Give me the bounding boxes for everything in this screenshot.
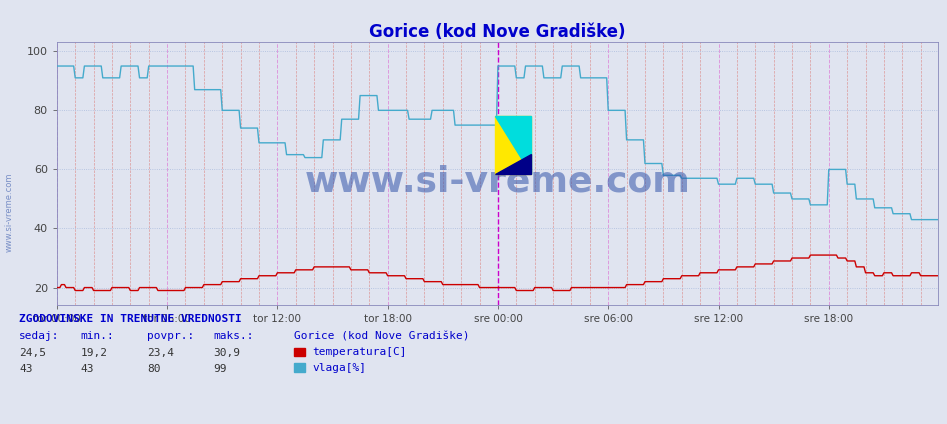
Text: temperatura[C]: temperatura[C] — [313, 347, 407, 357]
Text: 80: 80 — [147, 364, 160, 374]
Text: ZGODOVINSKE IN TRENUTNE VREDNOSTI: ZGODOVINSKE IN TRENUTNE VREDNOSTI — [19, 314, 241, 324]
Text: 99: 99 — [213, 364, 226, 374]
Text: www.si-vreme.com: www.si-vreme.com — [304, 165, 690, 199]
Text: 43: 43 — [19, 364, 32, 374]
Text: 30,9: 30,9 — [213, 348, 241, 358]
Text: vlaga[%]: vlaga[%] — [313, 363, 366, 373]
Text: maks.:: maks.: — [213, 331, 254, 341]
Text: Gorice (kod Nove Gradiške): Gorice (kod Nove Gradiške) — [294, 331, 469, 341]
Text: povpr.:: povpr.: — [147, 331, 194, 341]
Text: sedaj:: sedaj: — [19, 331, 60, 341]
Text: 43: 43 — [80, 364, 94, 374]
Text: 19,2: 19,2 — [80, 348, 108, 358]
Text: 23,4: 23,4 — [147, 348, 174, 358]
Polygon shape — [495, 153, 530, 174]
Text: 24,5: 24,5 — [19, 348, 46, 358]
Title: Gorice (kod Nove Gradiške): Gorice (kod Nove Gradiške) — [369, 23, 625, 41]
Text: min.:: min.: — [80, 331, 115, 341]
Bar — [495, 116, 530, 174]
Text: www.si-vreme.com: www.si-vreme.com — [5, 172, 14, 252]
Polygon shape — [495, 116, 530, 174]
